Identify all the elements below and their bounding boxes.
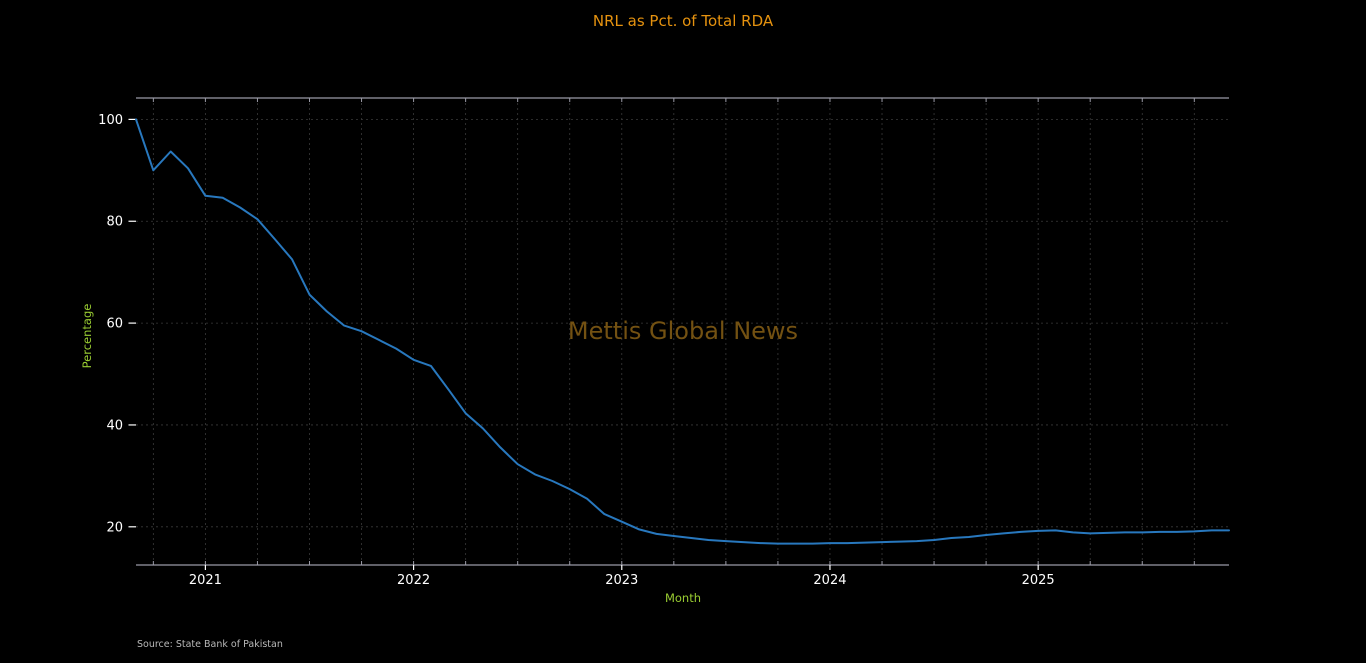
source-note: Source: State Bank of Pakistan	[137, 639, 283, 650]
x-tick-label: 2022	[397, 573, 430, 588]
grid-lines	[136, 98, 1229, 565]
chart-title: NRL as Pct. of Total RDA	[592, 12, 774, 30]
y-tick-label: 80	[106, 215, 123, 230]
x-tick-label: 2023	[605, 573, 638, 588]
x-axis-label: Month	[664, 591, 702, 605]
x-tick-label: 2024	[813, 573, 846, 588]
nrl-pct-line	[135, 118, 1230, 545]
y-axis-label: Percentage	[80, 303, 94, 369]
data-series	[135, 118, 1230, 545]
y-tick-label: 20	[106, 520, 123, 535]
y-tick-label: 60	[106, 317, 123, 332]
axis-ticks	[128, 98, 1195, 570]
y-tick-label: 40	[106, 418, 123, 433]
axis-spines	[136, 97, 1229, 566]
x-tick-label: 2021	[189, 573, 222, 588]
y-tick-label: 100	[98, 113, 123, 128]
x-tick-label: 2025	[1022, 573, 1055, 588]
axis-tick-labels: 20 40 60 80 100 2021 2022 2023 2024 2025	[98, 113, 1055, 588]
